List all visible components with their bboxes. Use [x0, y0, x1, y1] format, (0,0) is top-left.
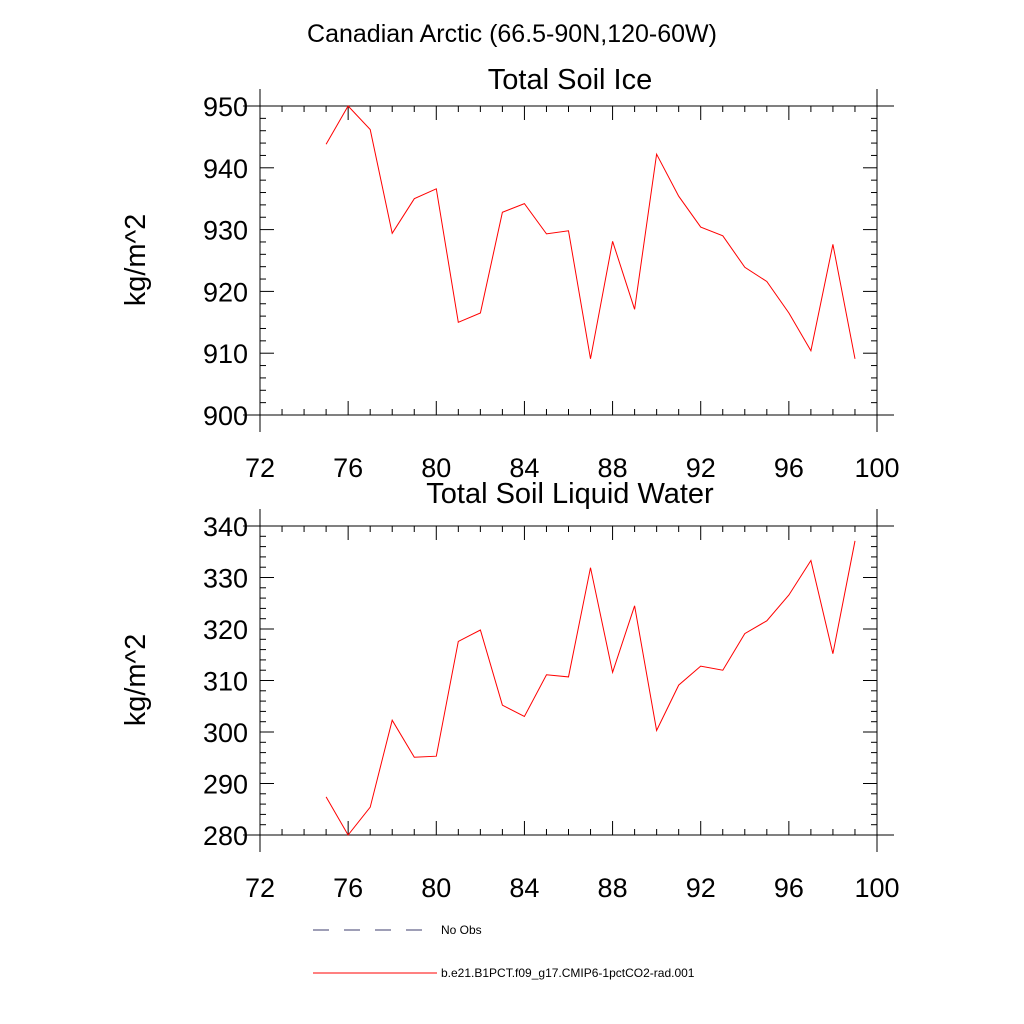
x-tick-label: 76: [333, 453, 363, 483]
x-tick-label: 96: [774, 453, 804, 483]
y-tick-label: 900: [203, 401, 248, 431]
x-tick-label: 96: [774, 873, 804, 903]
x-tick-label: 92: [686, 873, 716, 903]
x-tick-label: 84: [509, 873, 539, 903]
x-tick-label: 80: [421, 873, 451, 903]
panel-title: Total Soil Liquid Water: [426, 478, 714, 510]
panel-title: Total Soil Ice: [488, 64, 652, 96]
y-tick-label: 290: [203, 770, 248, 800]
y-axis-label: kg/m^2: [120, 214, 152, 307]
panel-total-soil-liquid-water: Total Soil Liquid Water kg/m^2 72 76 80 84 8…: [120, 478, 900, 903]
x-tick-label: 100: [854, 453, 899, 483]
y-axis-label: kg/m^2: [120, 634, 152, 727]
y-tick-label: 940: [203, 154, 248, 184]
y-tick-label: 340: [203, 512, 248, 542]
x-tick-label: 92: [686, 453, 716, 483]
plot-frame: [259, 525, 878, 836]
x-tick-label: 88: [598, 453, 628, 483]
y-tick-label: 950: [203, 92, 248, 122]
legend-label-no-obs: No Obs: [441, 923, 482, 937]
legend-label-model: b.e21.B1PCT.f09_g17.CMIP6-1pctCO2-rad.00…: [441, 966, 695, 980]
figure-suptitle: Canadian Arctic (66.5-90N,120-60W): [307, 20, 717, 48]
y-tick-label: 910: [203, 339, 248, 369]
x-tick-label: 88: [598, 873, 628, 903]
x-tick-label: 100: [854, 873, 899, 903]
x-tick-label: 84: [509, 453, 539, 483]
y-tick-label: 310: [203, 667, 248, 697]
y-tick-label: 930: [203, 216, 248, 246]
panel-total-soil-ice: Total Soil Ice kg/m^2 72 76 80 84 88 92 96 100 9…: [120, 64, 900, 483]
y-tick-label: 280: [203, 821, 248, 851]
y-tick-label: 320: [203, 615, 248, 645]
x-tick-label: 80: [421, 453, 451, 483]
plot-frame: [259, 105, 878, 416]
y-tick-label: 920: [203, 277, 248, 307]
series-line: [325, 105, 856, 359]
x-tick-label: 76: [333, 873, 363, 903]
x-tick-label: 72: [245, 453, 275, 483]
y-tick-label: 330: [203, 564, 248, 594]
series-line: [325, 540, 856, 836]
x-tick-label: 72: [245, 873, 275, 903]
legend: No Obs b.e21.B1PCT.f09_g17.CMIP6-1pctCO2…: [313, 923, 695, 980]
y-tick-label: 300: [203, 718, 248, 748]
